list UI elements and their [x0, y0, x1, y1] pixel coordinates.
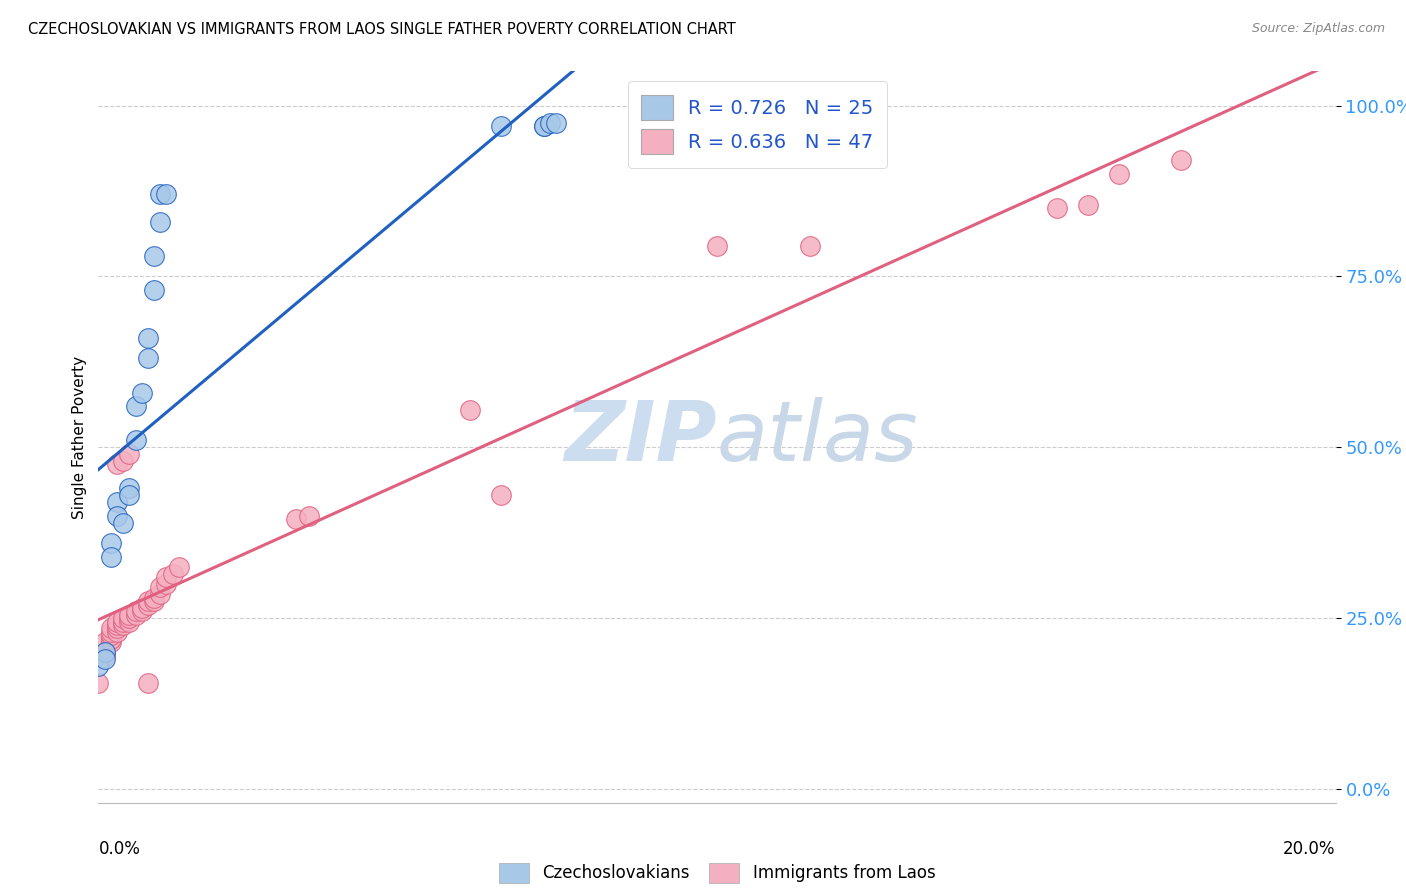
Point [538, 115, 561, 129]
Point [136, 598, 159, 612]
Point [112, 618, 135, 632]
Point [93, 652, 115, 666]
Point [112, 454, 135, 468]
Point [100, 632, 122, 646]
Point [136, 594, 159, 608]
Point [799, 238, 821, 252]
Point [489, 119, 512, 133]
Text: 0.0%: 0.0% [98, 840, 141, 858]
Point [162, 566, 184, 581]
Point [87, 659, 110, 673]
Point [105, 508, 128, 523]
Point [1046, 201, 1069, 215]
Point [1108, 167, 1130, 181]
Point [100, 622, 122, 636]
Point [105, 495, 128, 509]
Point [149, 581, 172, 595]
Point [118, 447, 141, 461]
Point [105, 615, 128, 629]
Point [285, 512, 308, 526]
Point [143, 594, 166, 608]
Point [118, 481, 141, 495]
Point [298, 508, 321, 523]
Point [149, 187, 172, 202]
Point [155, 570, 177, 584]
Text: CZECHOSLOVAKIAN VS IMMIGRANTS FROM LAOS SINGLE FATHER POVERTY CORRELATION CHART: CZECHOSLOVAKIAN VS IMMIGRANTS FROM LAOS … [28, 22, 735, 37]
Point [105, 622, 128, 636]
Point [100, 624, 122, 639]
Point [458, 402, 481, 417]
Point [533, 119, 555, 133]
Point [93, 645, 115, 659]
Point [112, 516, 135, 530]
Point [706, 238, 728, 252]
Point [136, 331, 159, 345]
Point [155, 577, 177, 591]
Point [124, 604, 146, 618]
Point [118, 615, 141, 629]
Point [124, 434, 146, 448]
Point [136, 351, 159, 366]
Point [143, 283, 166, 297]
Text: atlas: atlas [717, 397, 918, 477]
Point [131, 385, 153, 400]
Point [489, 488, 512, 502]
Point [100, 536, 122, 550]
Point [100, 628, 122, 642]
Point [124, 400, 146, 414]
Point [155, 187, 177, 202]
Point [93, 648, 115, 663]
Point [533, 119, 555, 133]
Point [149, 587, 172, 601]
Text: 20.0%: 20.0% [1284, 840, 1336, 858]
Point [93, 645, 115, 659]
Point [105, 624, 128, 639]
Y-axis label: Single Father Poverty: Single Father Poverty [72, 356, 87, 518]
Point [93, 635, 115, 649]
Point [143, 249, 166, 263]
Point [131, 601, 153, 615]
Point [136, 676, 159, 690]
Point [131, 604, 153, 618]
Point [118, 488, 141, 502]
Point [1077, 197, 1099, 211]
Point [1170, 153, 1192, 168]
Point [105, 458, 128, 472]
Point [167, 560, 190, 574]
Point [105, 618, 128, 632]
Point [112, 615, 135, 629]
Point [100, 635, 122, 649]
Point [100, 549, 122, 564]
Legend: Czechoslovakians, Immigrants from Laos: Czechoslovakians, Immigrants from Laos [492, 856, 942, 889]
Point [149, 215, 172, 229]
Point [118, 611, 141, 625]
Point [118, 607, 141, 622]
Point [112, 611, 135, 625]
Point [143, 591, 166, 605]
Text: Source: ZipAtlas.com: Source: ZipAtlas.com [1251, 22, 1385, 36]
Text: ZIP: ZIP [564, 397, 717, 477]
Point [87, 676, 110, 690]
Point [546, 115, 568, 129]
Point [124, 607, 146, 622]
